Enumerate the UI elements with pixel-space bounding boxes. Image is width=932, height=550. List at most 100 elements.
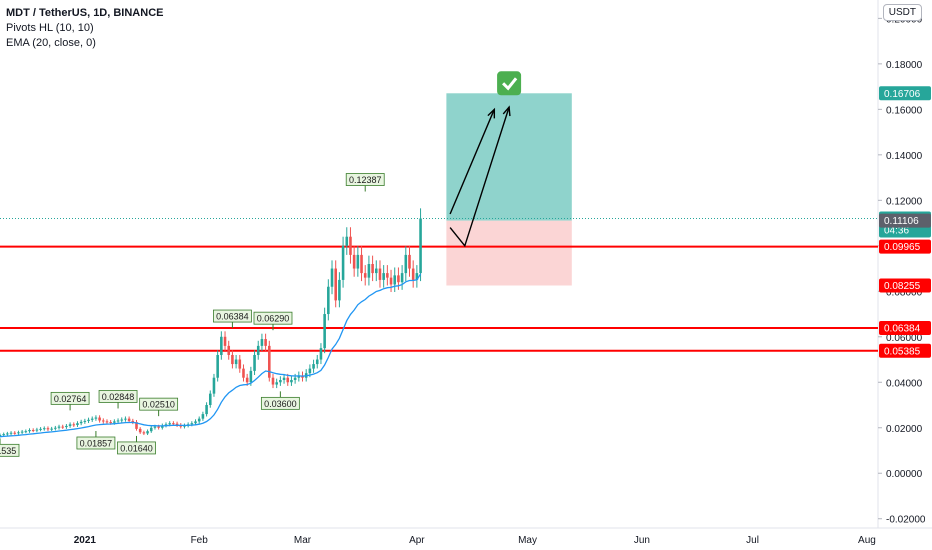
candle-body [319,348,323,360]
candle-body [127,418,131,421]
y-tick-label: 0.16000 [886,105,923,116]
candle-body [131,420,135,423]
candle-body [76,423,79,426]
ema-line [0,273,422,438]
candle-body [65,425,68,428]
pivot-label: 0.01640 [120,443,153,453]
candle-body [341,245,345,280]
candle-body [293,377,297,380]
pivot-label: 0.12387 [349,175,382,185]
pivot-label: 0.06290 [257,314,290,324]
candle-body [83,420,87,422]
check-icon-mark [502,77,518,91]
candle-body [312,364,315,369]
candle-body [109,422,112,424]
candle-body [315,359,319,365]
candle-body [386,273,389,278]
candle-body [39,428,42,430]
candle-body [72,424,76,426]
candle-body [153,426,157,428]
candle-body [46,428,50,430]
price-tag [879,213,931,228]
currency-button[interactable]: USDT [882,4,922,21]
candle-body [138,428,142,433]
price-tag [879,343,931,358]
indicator-pivots-label[interactable]: Pivots HL (10, 10) [6,22,94,34]
candle-body [271,377,275,385]
candle-body [327,286,330,315]
candle-body [164,424,168,426]
candle-body [223,336,227,346]
candle-body [102,420,105,422]
candle-body [323,314,326,349]
candle-body [419,218,422,274]
candle-body [6,433,9,435]
candle-body [238,359,242,369]
loss-zone [446,220,572,286]
pivot-label-box [0,443,20,457]
price-axis [878,0,932,550]
candle-body [190,423,194,425]
candle-body [275,382,278,385]
pivot-label: 0.02764 [54,394,87,404]
countdown-label: 04:36 [884,226,909,237]
y-tick-label: 0.14000 [886,151,923,162]
x-tick-label: May [518,535,537,546]
price-tag-label: 0.09965 [884,242,921,253]
y-tick-label: -0.02000 [886,515,926,526]
candle-body [360,254,363,274]
y-tick-label: 0.04000 [886,378,923,389]
candle-body [282,377,286,380]
candle-body [105,421,109,423]
pivot-label: 0.03600 [264,399,297,409]
candle-body [245,377,249,383]
y-tick-label: 0.02000 [886,424,923,435]
candle-body [227,345,231,355]
pivot-label-box [98,390,138,403]
price-tag-label: 0.06384 [884,324,921,335]
candle-body [264,339,267,346]
candle-body [54,427,57,429]
candle-body [308,368,312,374]
pivot-label-box [253,311,293,325]
candle-body [9,432,13,434]
candle-body [194,421,197,424]
check-icon [497,71,522,96]
candle-body [216,354,219,378]
x-tick-label: Aug [858,535,876,546]
candle-body [42,428,46,430]
price-tag [879,321,931,336]
chart-legend: MDT / TetherUS, 1D, BINANCE Pivots HL (1… [6,6,163,51]
pivot-label: 0.01857 [80,439,113,449]
candle-body [297,375,301,378]
symbol-title: MDT / TetherUS, 1D, BINANCE [6,7,164,19]
candle-body [286,377,290,383]
candle-body [363,273,367,278]
pivot-label-box [213,309,252,323]
candle-body [79,421,83,424]
price-tag-label: 0.05385 [884,346,921,357]
candle-body [234,359,238,365]
candle-body [205,405,208,415]
candle-body [20,431,24,433]
candle-body [142,432,146,434]
price-tag-label: 0.08255 [884,281,921,292]
candle-body [356,254,360,269]
price-tag-label: 0.11106 [884,216,919,227]
price-tag [879,86,931,101]
price-tag [879,239,931,254]
x-tick-label: Feb [191,535,209,546]
candle-body [367,264,371,278]
candle-body [249,370,253,383]
candle-body [17,432,20,434]
candle-body [260,339,264,346]
candle-body [172,423,175,425]
y-tick-label: 0.00000 [886,469,923,480]
y-tick-label: 0.12000 [886,196,923,207]
candle-body [157,426,160,428]
indicator-ema-label[interactable]: EMA (20, close, 0) [6,37,96,49]
candle-body [415,273,419,280]
projection-arrow-secondary [449,109,495,215]
candle-body [290,379,293,383]
